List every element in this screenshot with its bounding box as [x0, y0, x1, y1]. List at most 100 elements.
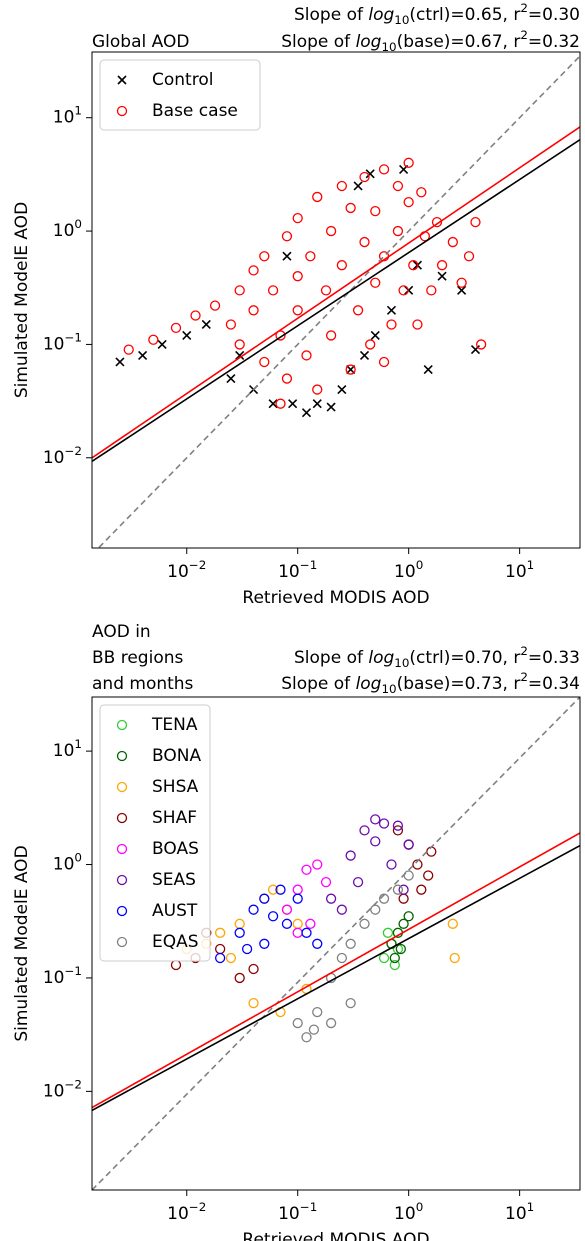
point [281, 373, 293, 384]
point [426, 285, 437, 296]
point [389, 952, 400, 964]
point [301, 1032, 312, 1043]
fit-line [92, 697, 580, 1190]
point [447, 918, 458, 929]
point [312, 859, 323, 870]
point [305, 251, 316, 262]
point [281, 231, 293, 242]
point [352, 305, 364, 316]
point [267, 884, 279, 895]
y-tick-label: 10−1 [43, 963, 82, 988]
point [370, 277, 381, 288]
point [426, 846, 437, 857]
point [470, 216, 481, 228]
legend-label: AUST [152, 901, 198, 921]
legend-marker [116, 905, 128, 917]
point [325, 893, 337, 904]
point [268, 399, 278, 409]
y-tick-label: 10−1 [43, 330, 82, 355]
point [345, 850, 356, 861]
plot-area [92, 55, 580, 548]
point [209, 300, 221, 311]
point [378, 952, 390, 964]
point [337, 384, 347, 395]
point [292, 271, 303, 282]
point [259, 938, 270, 949]
point [336, 180, 348, 192]
legend-label: SEAS [152, 870, 196, 890]
point [386, 859, 397, 870]
point [412, 319, 423, 330]
x-tick-label: 101 [505, 1200, 534, 1225]
point [312, 938, 323, 949]
point [312, 384, 323, 395]
legend-label: Control [152, 70, 213, 90]
legend-label: BOAS [152, 839, 199, 859]
point [392, 825, 404, 836]
point [345, 202, 356, 214]
point [234, 339, 245, 350]
point [416, 884, 427, 895]
y-tick-label: 10−2 [43, 1077, 82, 1102]
point [403, 870, 414, 881]
point [370, 836, 381, 847]
point [403, 157, 414, 168]
point [359, 236, 370, 248]
point [423, 870, 434, 881]
point [305, 918, 316, 929]
legend-label: SHSA [152, 777, 199, 797]
legend-box [99, 704, 211, 962]
point [267, 285, 279, 296]
point [386, 305, 397, 315]
annotation: Slope of log10(base)=0.67, r2=0.32 [281, 28, 580, 54]
point [226, 373, 236, 384]
point [259, 893, 270, 904]
x-tick-label: 101 [505, 558, 534, 583]
point [259, 251, 270, 262]
point [398, 285, 409, 296]
point [281, 904, 293, 915]
point [301, 350, 312, 361]
point [275, 330, 286, 341]
point [214, 943, 226, 955]
point [403, 196, 414, 208]
point [148, 334, 159, 345]
point [456, 277, 467, 288]
point [292, 918, 303, 929]
point [241, 943, 253, 955]
legend-box [99, 59, 261, 131]
point [365, 339, 376, 350]
point [370, 814, 381, 825]
y-axis-label: Simulated ModelE AOD [12, 202, 32, 398]
annotation: Slope of log10(ctrl)=0.70, r2=0.33 [294, 644, 580, 670]
point [398, 918, 409, 929]
point [457, 285, 467, 295]
point [326, 402, 336, 412]
point [282, 251, 292, 261]
point [325, 1017, 337, 1029]
legend-marker [116, 719, 128, 731]
point [301, 408, 312, 418]
point [423, 365, 433, 375]
point [437, 271, 447, 281]
x-tick-label: 100 [394, 558, 423, 583]
x-tick-label: 10−2 [167, 1200, 206, 1225]
legend-marker [116, 874, 128, 886]
y-tick-label: 100 [53, 217, 82, 242]
point [248, 997, 259, 1009]
fit-line [92, 844, 580, 1112]
legend-label: EQAS [152, 932, 199, 952]
point [378, 164, 390, 175]
point [312, 399, 322, 409]
fit-line [92, 126, 580, 459]
point [267, 911, 279, 922]
chart-title: BB regions [92, 648, 183, 668]
point [336, 952, 348, 964]
point [312, 191, 323, 203]
point [292, 884, 303, 895]
point [214, 927, 226, 938]
point [234, 972, 245, 984]
legend-marker [116, 812, 128, 824]
chart-title: AOD in [92, 622, 151, 642]
